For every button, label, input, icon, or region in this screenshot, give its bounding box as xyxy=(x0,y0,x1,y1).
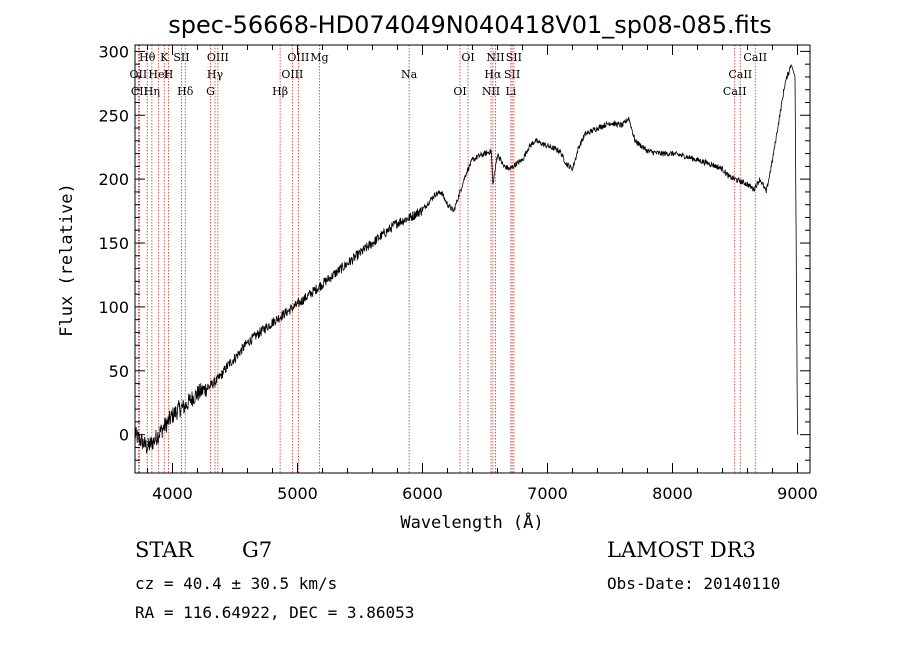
x-tick-label: 8000 xyxy=(652,484,693,503)
spectral-line-label: SII xyxy=(504,68,520,81)
spectral-line-label: NII xyxy=(486,51,504,64)
x-tick-label: 6000 xyxy=(402,484,443,503)
spectral-line-label: HeI xyxy=(148,68,168,81)
y-tick-label: 50 xyxy=(109,362,129,381)
x-tick-label: 7000 xyxy=(527,484,568,503)
spectral-line-label: OII xyxy=(130,68,148,81)
x-axis-label: Wavelength (Å) xyxy=(400,511,543,533)
coordinates: RA = 116.64922, DEC = 3.86053 xyxy=(135,603,415,622)
x-tick-label: 4000 xyxy=(152,484,193,503)
flux-series-line xyxy=(134,64,798,454)
survey-name: LAMOST DR3 xyxy=(607,538,756,562)
spectral-line-label: SII xyxy=(506,51,522,64)
spectral-line-label: Hθ xyxy=(139,51,156,64)
spectral-line-label: Hβ xyxy=(272,85,288,98)
spectral-line-label: K xyxy=(160,51,169,64)
y-tick-label: 200 xyxy=(98,170,129,189)
spectral-line-label: SII xyxy=(173,51,189,64)
redshift-velocity: cz = 40.4 ± 30.5 km/s xyxy=(135,574,338,593)
spectral-line-label: Na xyxy=(401,68,418,81)
spectral-line-label: Hγ xyxy=(207,68,224,81)
observation-date: Obs-Date: 20140110 xyxy=(607,574,781,593)
object-subclass: G7 xyxy=(242,538,273,562)
axis-ticks: 4000 5000 6000 7000 8000 9000 0 50 100 150 200 250 3… xyxy=(98,42,817,503)
y-tick-label: 300 xyxy=(98,42,129,61)
y-tick-label: 0 xyxy=(119,426,129,445)
flux-layer xyxy=(134,64,798,454)
spectral-line-label: H xyxy=(164,68,174,81)
spectral-line-label: OIII xyxy=(207,51,229,64)
spectral-line-label: OIII xyxy=(287,51,309,64)
y-axis-label: Flux (relative) xyxy=(57,183,77,337)
spectral-line-label: CaII xyxy=(723,85,747,98)
spectral-line-label: OIII xyxy=(281,68,303,81)
object-class: STAR xyxy=(135,538,194,562)
spectral-line-label: NII xyxy=(482,85,500,98)
x-tick-label: 9000 xyxy=(777,484,818,503)
spectral-lines-layer: HθOIICIIKHeIHηSIIHHδOIIIHγGOIIIOIIIHβMgN… xyxy=(130,45,767,473)
spectral-line-label: CaII xyxy=(743,51,767,64)
plot-frame xyxy=(134,44,811,474)
spectral-line-label: Li xyxy=(505,85,516,98)
spectral-line-label: Hδ xyxy=(177,85,194,98)
y-tick-label: 150 xyxy=(98,234,129,253)
spectral-line-label: Hα xyxy=(484,68,502,81)
spectral-line-label: OI xyxy=(453,85,466,98)
spectral-line-label: G xyxy=(206,85,215,98)
y-tick-label: 250 xyxy=(98,106,129,125)
spectral-line-label: Mg xyxy=(310,51,328,64)
chart-title: spec-56668-HD074049N040418V01_sp08-085.f… xyxy=(168,11,771,39)
spectral-line-label: OI xyxy=(461,51,474,64)
spectral-line-label: Hη xyxy=(144,85,160,98)
y-tick-label: 100 xyxy=(98,298,129,317)
x-tick-label: 5000 xyxy=(277,484,318,503)
spectral-line-label: CaII xyxy=(728,68,752,81)
